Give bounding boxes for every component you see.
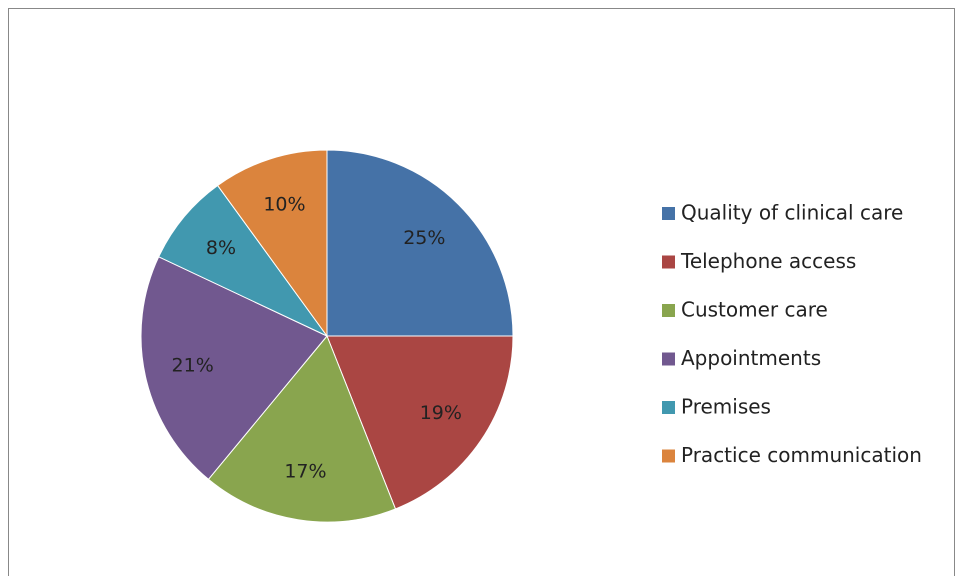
legend-swatch — [662, 401, 675, 414]
pie-slice — [140, 256, 328, 481]
data-label: 8% — [206, 237, 236, 259]
pie-slice — [207, 335, 397, 523]
data-label: 10% — [263, 194, 305, 216]
data-label: 25% — [403, 227, 445, 249]
legend-label: Premises — [681, 395, 771, 419]
legend-swatch — [662, 449, 675, 463]
legend-label: Telephone access — [680, 249, 856, 273]
data-label: 19% — [420, 402, 462, 424]
pie-slice — [326, 149, 514, 337]
pie-slice — [216, 149, 328, 338]
pie-slice — [158, 184, 328, 337]
legend-swatch — [662, 304, 675, 317]
legend-label: Appointments — [681, 346, 821, 370]
legend-swatch — [662, 352, 675, 366]
legend-label: Quality of clinical care — [681, 201, 903, 225]
pie-slice — [326, 335, 514, 510]
data-label: 17% — [284, 460, 326, 482]
legend-swatch — [662, 255, 675, 269]
legend-label: Customer care — [681, 298, 828, 322]
legend-label: Practice communication — [681, 443, 922, 467]
legend-swatch — [662, 207, 675, 220]
data-label: 21% — [172, 355, 214, 377]
